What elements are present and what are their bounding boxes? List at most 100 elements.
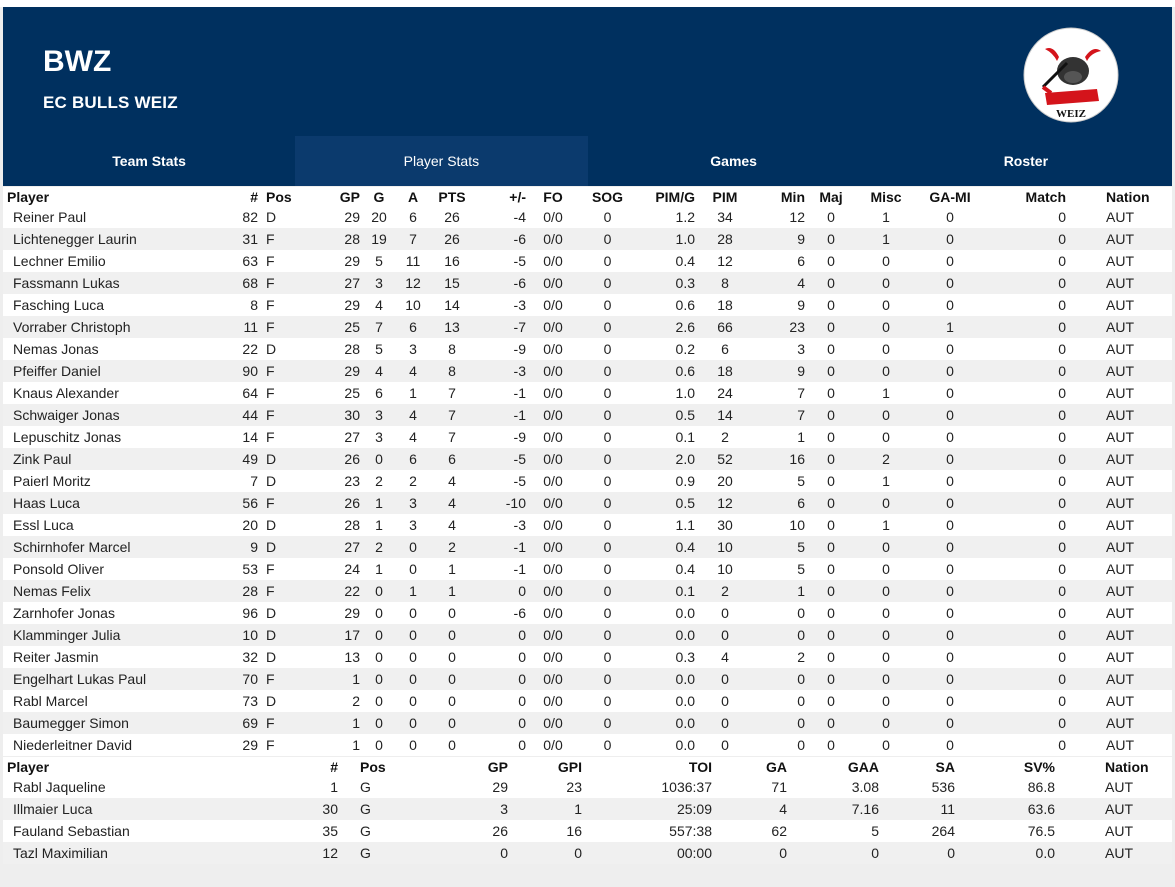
column-header-toi[interactable]: TOI: [582, 757, 712, 776]
cell-gaa: 5: [787, 820, 879, 842]
column-header-ga[interactable]: GA: [712, 757, 787, 776]
tab-roster[interactable]: Roster: [880, 136, 1172, 186]
player-name: Haas Luca: [3, 492, 223, 514]
column-header-gpi[interactable]: GPI: [508, 757, 582, 776]
player-name: Zink Paul: [3, 448, 223, 470]
cell-pim: 2: [695, 426, 755, 448]
cell-match: 0: [985, 206, 1066, 228]
tab-label: Games: [710, 153, 757, 169]
cell-ga-mi: 0: [915, 624, 985, 646]
table-row: Reiter Jasmin 32 D 13 0 0 0 0 0/0 0 0.3 4 2 0 0 0 0 AUT: [3, 646, 1172, 668]
cell-misc: 0: [857, 558, 915, 580]
column-header-plus-minus[interactable]: +/-: [476, 187, 526, 206]
cell-nation: AUT: [1066, 294, 1172, 316]
column-header-sv[interactable]: SV%: [955, 757, 1055, 776]
column-header-min[interactable]: Min: [755, 187, 805, 206]
column-header-pim-g[interactable]: PIM/G: [635, 187, 695, 206]
tab-player-stats[interactable]: Player Stats: [295, 136, 588, 186]
cell-pos: F: [258, 580, 313, 602]
column-header-player[interactable]: Player: [3, 187, 223, 206]
cell-ga: 71: [712, 776, 787, 798]
column-header-sog[interactable]: SOG: [580, 187, 635, 206]
cell-min: 23: [755, 316, 805, 338]
cell-nation: AUT: [1066, 580, 1172, 602]
column-header-misc[interactable]: Misc: [857, 187, 915, 206]
cell-fo: 0/0: [526, 668, 580, 690]
column-header-number[interactable]: #: [223, 757, 338, 776]
cell-sog: 0: [580, 470, 635, 492]
tab-team-stats[interactable]: Team Stats: [3, 136, 295, 186]
tab-games[interactable]: Games: [588, 136, 880, 186]
cell-pts: 26: [428, 228, 476, 250]
cell-gp: 28: [313, 228, 360, 250]
cell-gp: 27: [313, 536, 360, 558]
cell-sog: 0: [580, 602, 635, 624]
cell-pim-g: 1.0: [635, 228, 695, 250]
column-header-maj[interactable]: Maj: [805, 187, 857, 206]
cell-sv: 0.0: [955, 842, 1055, 864]
cell-maj: 0: [805, 734, 857, 756]
column-header-player[interactable]: Player: [3, 757, 223, 776]
cell-number: 14: [223, 426, 258, 448]
cell-ga-mi: 0: [915, 382, 985, 404]
column-header-sa[interactable]: SA: [879, 757, 955, 776]
player-name: Fasching Luca: [3, 294, 223, 316]
player-name: Rabl Marcel: [3, 690, 223, 712]
table-row: Haas Luca 56 F 26 1 3 4 -10 0/0 0 0.5 12 6 0 0 0 0 AUT: [3, 492, 1172, 514]
cell-min: 6: [755, 492, 805, 514]
cell-pts: 0: [428, 646, 476, 668]
column-header-number[interactable]: #: [223, 187, 258, 206]
team-abbreviation: BWZ: [43, 45, 112, 78]
cell-ga-mi: 1: [915, 316, 985, 338]
cell-fo: 0/0: [526, 558, 580, 580]
cell-number: 35: [223, 820, 338, 842]
cell-pim: 4: [695, 646, 755, 668]
column-header-nation[interactable]: Nation: [1055, 757, 1172, 776]
cell-pim-g: 0.6: [635, 360, 695, 382]
cell-match: 0: [985, 360, 1066, 382]
column-header-nation[interactable]: Nation: [1066, 187, 1172, 206]
cell-g: 19: [360, 228, 398, 250]
cell-number: 20: [223, 514, 258, 536]
column-header-gp[interactable]: GP: [405, 757, 508, 776]
player-name: Lichtenegger Laurin: [3, 228, 223, 250]
player-name: Nemas Felix: [3, 580, 223, 602]
column-header-g[interactable]: G: [360, 187, 398, 206]
cell-min: 9: [755, 360, 805, 382]
column-header-pos[interactable]: Pos: [258, 187, 313, 206]
cell-plus-minus: -3: [476, 514, 526, 536]
cell-number: 68: [223, 272, 258, 294]
player-name: Lepuschitz Jonas: [3, 426, 223, 448]
column-header-pos[interactable]: Pos: [338, 757, 405, 776]
bulls-wordmark-icon: [1045, 89, 1099, 105]
column-header-match[interactable]: Match: [985, 187, 1066, 206]
column-header-fo[interactable]: FO: [526, 187, 580, 206]
cell-a: 0: [398, 602, 428, 624]
cell-a: 0: [398, 712, 428, 734]
cell-a: 11: [398, 250, 428, 272]
cell-plus-minus: 0: [476, 646, 526, 668]
column-header-gaa[interactable]: GAA: [787, 757, 879, 776]
cell-ga-mi: 0: [915, 492, 985, 514]
cell-sa: 0: [879, 842, 955, 864]
column-header-pts[interactable]: PTS: [428, 187, 476, 206]
cell-gp: 28: [313, 338, 360, 360]
cell-plus-minus: -3: [476, 294, 526, 316]
cell-match: 0: [985, 580, 1066, 602]
cell-pos: D: [258, 646, 313, 668]
column-header-gp[interactable]: GP: [313, 187, 360, 206]
column-header-ga-mi[interactable]: GA-MI: [915, 187, 985, 206]
cell-pim-g: 0.1: [635, 426, 695, 448]
cell-plus-minus: -6: [476, 602, 526, 624]
column-header-pim[interactable]: PIM: [695, 187, 755, 206]
cell-sog: 0: [580, 382, 635, 404]
cell-number: 32: [223, 646, 258, 668]
column-header-a[interactable]: A: [398, 187, 428, 206]
cell-a: 0: [398, 558, 428, 580]
table-row: Zink Paul 49 D 26 0 6 6 -5 0/0 0 2.0 52 16 0 2 0 0 AUT: [3, 448, 1172, 470]
cell-pts: 7: [428, 382, 476, 404]
cell-number: 9: [223, 536, 258, 558]
cell-g: 5: [360, 250, 398, 272]
table-row: Paierl Moritz 7 D 23 2 2 4 -5 0/0 0 0.9 20 5 0 1 0 0 AUT: [3, 470, 1172, 492]
table-row: Rabl Marcel 73 D 2 0 0 0 0 0/0 0 0.0 0 0 0 0 0 0 AUT: [3, 690, 1172, 712]
